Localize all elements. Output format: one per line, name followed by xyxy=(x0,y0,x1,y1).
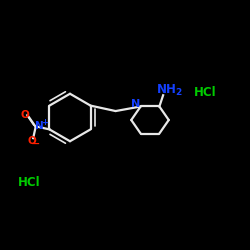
Text: −: − xyxy=(31,138,40,148)
Text: NH: NH xyxy=(157,83,177,96)
Text: +: + xyxy=(41,118,48,127)
Text: O: O xyxy=(27,136,36,145)
Text: HCl: HCl xyxy=(194,86,216,99)
Text: N: N xyxy=(35,121,44,130)
Text: O: O xyxy=(20,110,29,120)
Text: 2: 2 xyxy=(175,88,181,97)
Text: N: N xyxy=(132,100,141,110)
Text: HCl: HCl xyxy=(18,176,40,189)
